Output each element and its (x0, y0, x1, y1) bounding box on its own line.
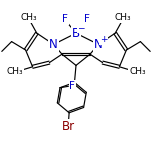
Text: CH₃: CH₃ (21, 13, 37, 22)
Text: N: N (49, 38, 58, 51)
Text: N: N (94, 38, 103, 51)
Text: F: F (69, 81, 75, 91)
Text: F: F (84, 14, 90, 24)
Text: CH₃: CH₃ (129, 67, 146, 76)
Text: CH₃: CH₃ (115, 13, 131, 22)
Text: F: F (62, 14, 68, 24)
Text: B: B (72, 27, 80, 40)
Text: CH₃: CH₃ (6, 67, 23, 76)
Text: +: + (100, 35, 107, 44)
Text: −: − (77, 24, 85, 33)
Text: Br: Br (62, 120, 75, 133)
